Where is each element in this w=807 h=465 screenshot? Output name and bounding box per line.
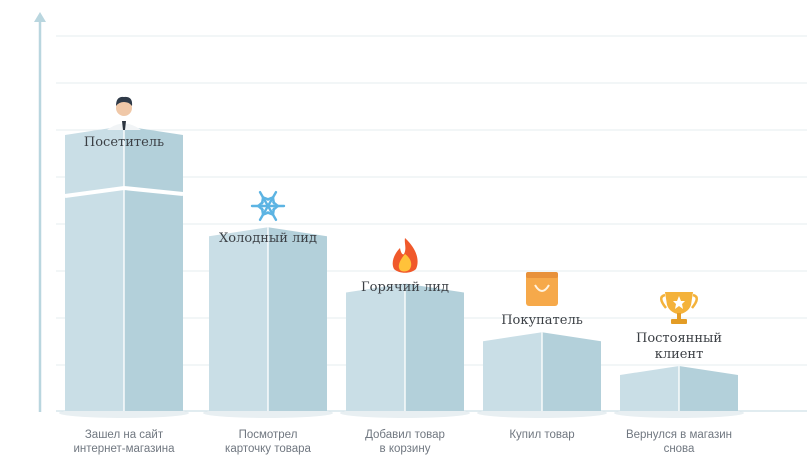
- stage-titles: Посетитель Холодный лид Горячий лид Покупат…: [84, 135, 722, 362]
- bar-left-face: [483, 332, 542, 411]
- bar-separator: [64, 185, 184, 198]
- x-label-line: в корзину: [380, 443, 431, 455]
- stage-title-line: Горячий лид: [361, 280, 449, 295]
- stage-icons: [107, 96, 698, 324]
- snowflake-icon: [250, 190, 286, 222]
- stage-title-line: Холодный лид: [219, 231, 317, 246]
- stage-title-line: Посетитель: [84, 135, 164, 150]
- stage-title-4: Покупатель: [501, 313, 583, 328]
- bar-5: [614, 366, 744, 418]
- bar-right-face: [268, 227, 327, 411]
- bar-right-face: [679, 366, 738, 411]
- bar-left-face: [346, 283, 405, 411]
- bar-left-face: [620, 366, 679, 411]
- bar-right-face: [405, 283, 464, 411]
- x-label-3: Добавил товар в корзину: [365, 429, 445, 455]
- bar-left-face: [65, 126, 124, 411]
- stage-title-3: Горячий лид: [361, 280, 449, 295]
- x-label-line: карточку товара: [225, 443, 312, 455]
- x-label-line: Добавил товар: [365, 429, 445, 441]
- x-label-4: Купил товар: [509, 429, 574, 441]
- stage-title-2: Холодный лид: [219, 231, 317, 246]
- bar-right-face: [542, 332, 601, 411]
- bars: [59, 126, 744, 418]
- stage-title-line: Покупатель: [501, 313, 583, 328]
- bar-2: [203, 227, 333, 418]
- stage-title-line: клиент: [655, 347, 704, 362]
- bar-left-face: [209, 227, 268, 411]
- x-label-line: Вернулся в магазин: [626, 429, 732, 441]
- bar-1: [59, 126, 189, 418]
- x-label-line: снова: [664, 443, 695, 455]
- y-axis: [34, 12, 46, 412]
- y-axis-arrow-icon: [34, 12, 46, 22]
- x-label-1: Зашел на сайт интернет-магазина: [73, 429, 175, 455]
- bar-4: [477, 332, 607, 418]
- trophy-icon: [660, 292, 698, 324]
- x-axis-labels: Зашел на сайт интернет-магазина Посмотрел к…: [73, 429, 732, 455]
- fire-icon: [392, 238, 418, 273]
- x-label-line: интернет-магазина: [73, 443, 175, 455]
- x-label-line: Посмотрел: [239, 429, 298, 441]
- stage-title-5: Постоянный клиент: [636, 331, 722, 362]
- stage-title-line: Постоянный: [636, 331, 722, 346]
- x-label-5: Вернулся в магазин снова: [626, 429, 732, 455]
- bar-3: [340, 283, 470, 418]
- stage-title-1: Посетитель: [84, 135, 164, 150]
- x-label-2: Посмотрел карточку товара: [225, 429, 312, 455]
- x-label-line: Купил товар: [509, 429, 574, 441]
- person-icon: [107, 96, 141, 130]
- x-label-line: Зашел на сайт: [85, 429, 164, 441]
- shopping-bag-icon: [526, 272, 558, 306]
- bar-right-face: [124, 126, 183, 411]
